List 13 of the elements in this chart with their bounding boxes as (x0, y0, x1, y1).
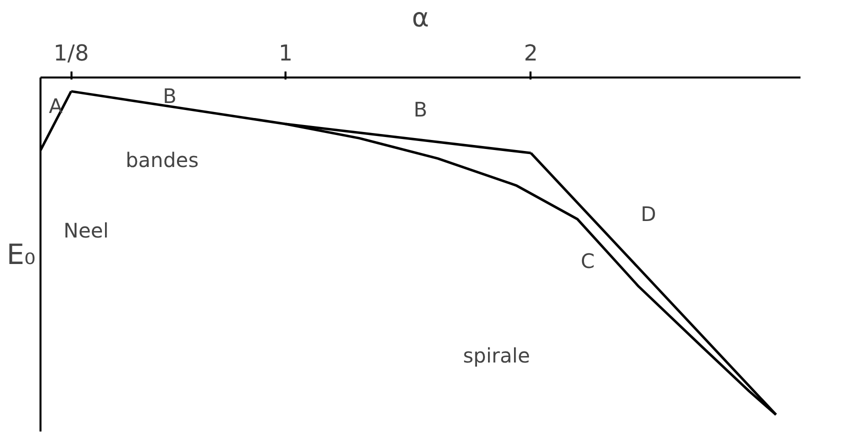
annotation: bandes (126, 148, 199, 172)
x-axis-title: α (412, 4, 430, 34)
y-axis-title: E₀ (6, 238, 36, 271)
annotation: B (162, 84, 177, 108)
annotation: Neel (64, 218, 109, 243)
annotation: D (640, 202, 656, 226)
x-tick-label: 1/8 (53, 42, 89, 66)
annotation: C (580, 249, 595, 274)
x-tick-label: 2 (524, 42, 538, 66)
annotation: A (48, 94, 63, 118)
annotation: spirale (462, 343, 530, 368)
annotation: B (414, 97, 428, 122)
x-tick-label: 1 (278, 42, 293, 66)
